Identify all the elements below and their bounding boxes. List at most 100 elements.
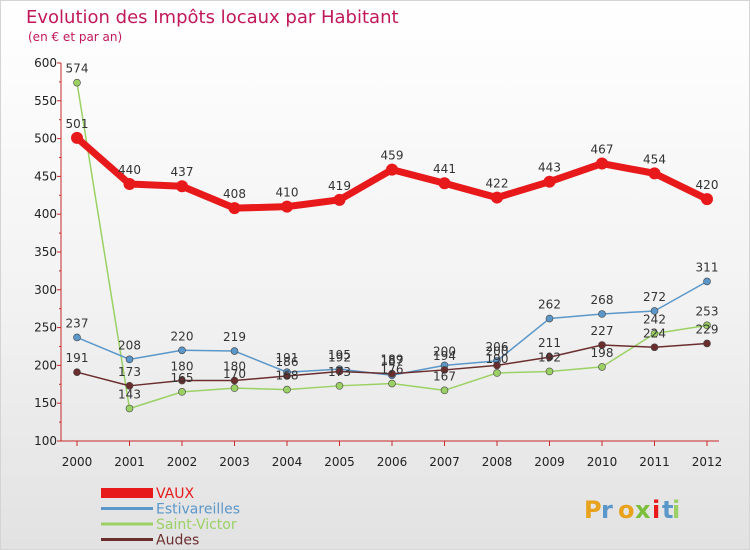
data-label-vaux: 501 [66, 117, 89, 131]
data-label-vaux: 459 [381, 149, 404, 163]
data-label-saint-victor: 253 [696, 304, 719, 318]
data-point-audes [230, 376, 239, 385]
data-label-estivareilles: 187 [381, 354, 404, 368]
data-label-saint-victor: 170 [223, 367, 246, 381]
data-label-audes: 192 [328, 350, 351, 364]
x-tick-label: 2001 [114, 455, 145, 469]
x-tick-label: 2004 [272, 455, 303, 469]
logo-letter: r [601, 496, 613, 524]
data-label-vaux: 419 [328, 179, 351, 193]
legend-swatch-audes [101, 538, 153, 541]
data-label-saint-victor: 242 [643, 313, 666, 327]
data-label-vaux: 443 [538, 161, 561, 175]
data-point-estivareilles [650, 307, 659, 315]
data-point-vaux [123, 177, 136, 190]
data-label-vaux: 422 [486, 177, 509, 191]
x-tick-label: 2002 [167, 455, 198, 469]
x-tick-label: 2009 [534, 455, 565, 469]
data-point-vaux [281, 200, 293, 213]
data-label-estivareilles: 208 [118, 338, 141, 352]
data-label-audes: 186 [276, 355, 299, 369]
data-label-estivareilles: 195 [328, 348, 351, 362]
data-point-saint-victor [335, 382, 344, 390]
data-label-vaux: 440 [118, 163, 141, 177]
data-point-estivareilles [125, 355, 134, 364]
data-label-estivareilles: 311 [696, 260, 719, 274]
data-label-vaux: 467 [591, 143, 614, 157]
data-label-audes: 211 [538, 336, 561, 350]
data-label-vaux: 437 [171, 165, 194, 179]
data-label-saint-victor: 574 [66, 62, 89, 76]
data-label-saint-victor: 167 [433, 369, 456, 383]
data-point-audes [125, 382, 134, 390]
data-label-audes: 224 [643, 326, 666, 340]
logo-letter: x [635, 496, 651, 524]
x-tick-label: 2011 [639, 455, 670, 469]
data-label-estivareilles: 237 [66, 316, 89, 330]
data-label-audes: 189 [381, 353, 404, 367]
y-tick-label: 200 [34, 358, 57, 372]
data-point-vaux [438, 177, 451, 190]
legend-label-audes: Audes [156, 533, 199, 549]
data-label-vaux: 408 [223, 187, 246, 201]
data-point-audes [545, 353, 554, 361]
data-point-saint-victor [650, 329, 659, 338]
data-point-vaux [596, 157, 608, 170]
data-point-vaux [228, 202, 241, 215]
data-point-saint-victor [73, 78, 81, 87]
data-point-saint-victor [283, 385, 291, 394]
legend-swatch-estivareilles [101, 507, 153, 510]
data-point-audes [440, 366, 449, 374]
data-label-audes: 180 [223, 360, 246, 374]
data-label-audes: 173 [118, 365, 141, 379]
y-tick-label: 450 [34, 169, 57, 183]
logo-letter: i [652, 496, 660, 524]
data-point-audes [703, 339, 711, 348]
data-label-audes: 227 [591, 324, 614, 338]
data-label-estivareilles: 200 [433, 344, 456, 358]
data-point-audes [493, 361, 501, 370]
data-point-estivareilles [178, 346, 186, 355]
y-tick-label: 300 [34, 283, 57, 297]
legend-swatch-saint-victor [101, 522, 153, 526]
y-tick-label: 150 [34, 396, 57, 410]
legend-label-estivareilles: Estivareilles [156, 502, 240, 518]
y-tick-label: 600 [34, 56, 57, 70]
x-tick-label: 2012 [692, 455, 723, 469]
data-point-estivareilles [230, 347, 239, 355]
data-point-estivareilles [545, 314, 554, 323]
data-label-audes: 200 [486, 344, 509, 358]
data-point-saint-victor [388, 379, 396, 388]
data-point-saint-victor [125, 404, 134, 413]
x-tick-label: 2000 [62, 455, 93, 469]
data-label-saint-victor: 168 [276, 369, 299, 383]
data-point-estivareilles [598, 310, 606, 318]
data-point-vaux [543, 175, 556, 188]
x-tick-label: 2007 [429, 455, 460, 469]
data-point-saint-victor [598, 363, 606, 371]
data-label-audes: 229 [696, 322, 719, 336]
y-tick-label: 350 [34, 245, 57, 259]
x-tick-label: 2006 [377, 455, 408, 469]
logo-letter: i [672, 496, 680, 524]
data-point-saint-victor [545, 367, 554, 376]
logo-letter: o [618, 496, 635, 524]
x-tick-label: 2008 [482, 455, 513, 469]
data-label-saint-victor: 143 [118, 387, 141, 401]
data-point-audes [388, 369, 396, 378]
data-point-audes [650, 343, 659, 352]
data-point-vaux [701, 193, 713, 206]
data-label-estivareilles: 262 [538, 298, 561, 312]
data-point-vaux [648, 167, 661, 180]
data-point-audes [283, 372, 291, 380]
data-label-estivareilles: 220 [171, 329, 194, 343]
data-label-vaux: 420 [696, 178, 719, 192]
data-label-estivareilles: 206 [486, 340, 509, 354]
data-label-audes: 180 [171, 360, 194, 374]
y-tick-label: 100 [34, 434, 57, 448]
data-point-saint-victor [178, 388, 186, 396]
data-point-saint-victor [703, 321, 711, 330]
y-tick-label: 250 [34, 321, 57, 335]
